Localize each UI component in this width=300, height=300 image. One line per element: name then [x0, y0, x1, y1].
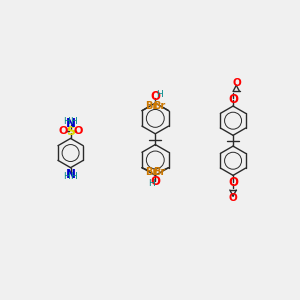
Text: H: H	[148, 179, 155, 188]
Text: H: H	[156, 90, 163, 99]
Text: H: H	[70, 117, 77, 126]
Text: S: S	[66, 125, 75, 138]
Text: O: O	[228, 176, 238, 189]
Text: O: O	[74, 127, 83, 136]
Text: O: O	[150, 90, 160, 103]
Text: O: O	[229, 194, 237, 203]
Text: O: O	[233, 78, 242, 88]
Text: Br: Br	[145, 101, 157, 111]
Text: H: H	[70, 172, 77, 182]
Text: O: O	[228, 93, 238, 106]
Text: N: N	[66, 168, 76, 181]
Text: Br: Br	[153, 101, 166, 111]
Text: H: H	[63, 117, 70, 126]
Text: H: H	[63, 172, 70, 182]
Text: O: O	[150, 175, 160, 188]
Text: Br: Br	[153, 167, 166, 176]
Text: O: O	[58, 127, 68, 136]
Text: Br: Br	[145, 167, 157, 176]
Text: N: N	[66, 117, 76, 130]
